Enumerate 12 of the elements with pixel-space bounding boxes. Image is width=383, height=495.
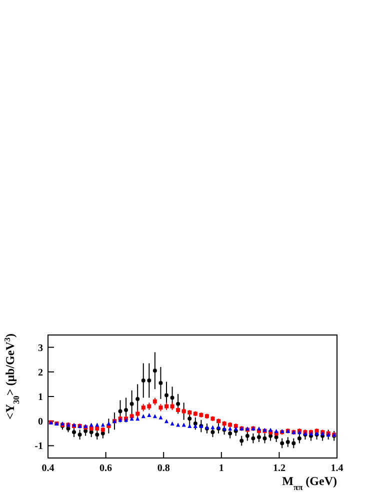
y-tick-label: -1: [34, 441, 43, 452]
x-tick-label: 0.4: [42, 463, 54, 474]
x-tick-label: 1: [218, 463, 224, 474]
x-tick-label: 1.2: [272, 463, 286, 474]
y-tick-label: 0: [38, 416, 43, 428]
x-tick-label: 1.4: [330, 463, 344, 474]
x-tick-label: 0.6: [100, 463, 112, 474]
x-tick-label: 0.8: [157, 463, 170, 474]
y-tick-label: 1: [38, 392, 43, 403]
x-axis-title: M$_{ππ}$ (GeV): [282, 474, 337, 492]
y-tick-label: 2: [38, 367, 43, 378]
y-tick-label: 3: [38, 342, 43, 354]
